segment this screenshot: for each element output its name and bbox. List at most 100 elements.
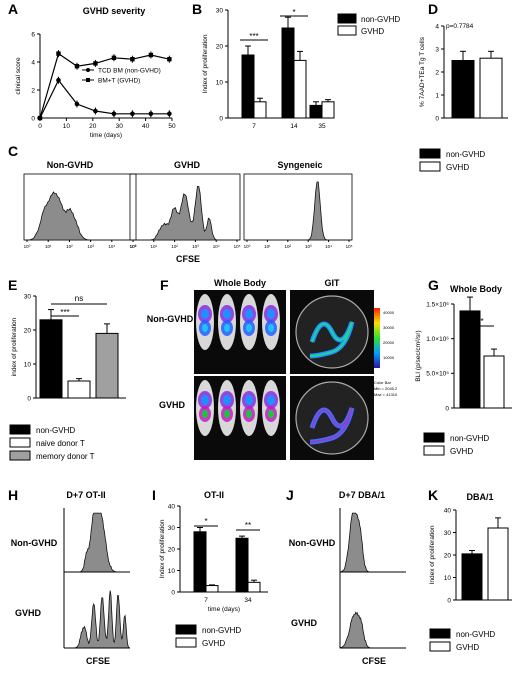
sig-annotation-G: * — [480, 317, 483, 326]
signal-blob-F — [245, 395, 253, 405]
x-tick-label-B: 14 — [290, 123, 298, 130]
y-tick-label-D: 0 — [435, 115, 439, 122]
x-axis-label-I: time (days) — [208, 606, 240, 613]
legend-label-B: non-GVHD — [361, 15, 400, 24]
colorbar-tick-label-F: 10000 — [383, 355, 395, 360]
histogram-curve-J0 — [339, 512, 406, 573]
signal-blob-F — [223, 309, 231, 319]
bar-B-non-gvhd — [241, 54, 255, 119]
column-title-F: GIT — [325, 278, 341, 288]
row-label-J: Non-GVHD — [289, 538, 336, 548]
legend-label-I: non-GVHD — [202, 626, 241, 635]
colorbar-caption-F: Max = 41310 — [374, 392, 398, 397]
panel-letter-F: F — [160, 277, 169, 293]
x-tick-label-A: 50 — [168, 123, 176, 130]
legend-label-D: non-GVHD — [446, 150, 485, 159]
x-tick-label-C: 10² — [285, 244, 292, 249]
y-tick-label-E: 30 — [24, 293, 32, 300]
y-tick-label-D: 2 — [435, 69, 439, 76]
y-tick-label-D: 1 — [435, 92, 439, 99]
bar-B-gvhd — [321, 101, 335, 119]
p-value-D: p=0.7784 — [446, 23, 474, 30]
row-label-J: GVHD — [291, 618, 318, 628]
chart-title-I: OT-II — [204, 490, 224, 500]
row-label-H: GVHD — [15, 608, 42, 618]
data-point-A-1 — [111, 55, 117, 60]
panel-letter-E: E — [8, 277, 17, 293]
histogram-title-C: Non-GVHD — [47, 160, 94, 170]
sig-annotation-B: * — [292, 8, 295, 17]
x-tick-label-I: 7 — [204, 597, 208, 604]
signal-blob-F — [223, 395, 231, 405]
x-tick-label-C: 10³ — [192, 244, 199, 249]
legend-label-K: GVHD — [456, 643, 479, 652]
histogram-curve-C1 — [130, 185, 240, 241]
legend-swatch-K — [429, 641, 451, 652]
panel-letter-H: H — [8, 487, 18, 503]
histogram-curve-C2 — [244, 181, 352, 241]
histogram-curve-C0 — [24, 191, 136, 241]
bar-E — [67, 380, 91, 399]
legend-swatch-B — [337, 13, 357, 24]
x-tick-label-A: 40 — [142, 123, 150, 130]
row-label-H: Non-GVHD — [11, 538, 58, 548]
legend-swatch-G — [423, 445, 445, 456]
column-title-F: Whole Body — [214, 278, 266, 288]
x-tick-label-C: 10² — [171, 244, 178, 249]
row-label-F: Non-GVHD — [147, 314, 194, 324]
signal-blob-F — [202, 410, 208, 418]
panel-letter-K: K — [428, 487, 438, 503]
legend-label-B: GVHD — [361, 27, 384, 36]
legend-label-G: GVHD — [450, 447, 473, 456]
series-line-A-1 — [39, 52, 170, 119]
y-axis-label-K: Index of proliferation — [429, 525, 436, 584]
y-tick-label-I: 30 — [168, 525, 176, 532]
y-tick-label-G: 1.0×10⁶ — [426, 336, 449, 343]
legend-swatch-E — [9, 437, 31, 448]
sig-annotation-E: ns — [75, 294, 83, 303]
y-tick-label-I: 20 — [168, 546, 176, 553]
x-tick-label-C: 10¹ — [45, 244, 52, 249]
x-tick-label-C: 10¹ — [264, 244, 271, 249]
legend-label-E: memory donor T — [36, 452, 95, 461]
x-tick-label-A: 10 — [63, 123, 71, 130]
signal-blob-F — [268, 410, 274, 418]
legend-label-I: GVHD — [202, 639, 225, 648]
x-tick-label-C: 10⁰ — [24, 244, 31, 249]
x-tick-label-I: 34 — [244, 597, 252, 604]
y-tick-label-A: 2 — [31, 87, 35, 94]
colorbar-tick-label-F: 30000 — [383, 325, 395, 330]
bar-D-gvhd — [479, 57, 503, 119]
y-tick-label-A: 4 — [31, 59, 35, 66]
x-tick-label-C: 10⁴ — [108, 244, 115, 249]
panel-letter-J: J — [286, 487, 294, 503]
y-tick-label-B: 0 — [219, 115, 223, 122]
signal-blob-F — [267, 309, 275, 319]
legend-swatch-E — [9, 450, 31, 461]
x-tick-label-C: 10⁵ — [346, 244, 353, 249]
chart-title-H: D+7 OT-II — [66, 490, 105, 500]
data-point-A-0 — [93, 108, 98, 114]
data-point-A-1 — [167, 57, 172, 62]
histogram-curve-H0 — [64, 512, 130, 573]
y-tick-label-B: 10 — [216, 79, 224, 86]
y-axis-label-B: Index of proliferation — [202, 34, 209, 93]
bar-G-gvhd — [483, 355, 505, 409]
y-tick-label-G: 5.0×10⁵ — [426, 371, 449, 378]
x-tick-label-C: 10² — [66, 244, 73, 249]
series-line-A-0 — [39, 79, 170, 119]
bar-I-gvhd — [247, 581, 261, 593]
y-tick-label-K: 30 — [444, 530, 452, 537]
x-tick-label-C: 10³ — [305, 244, 312, 249]
y-tick-label-I: 0 — [171, 589, 175, 596]
signal-blob-F — [246, 324, 252, 332]
chart-title-J: D+7 DBA/1 — [339, 490, 385, 500]
bar-I-non-gvhd — [235, 537, 249, 593]
panel-letter-D: D — [428, 1, 438, 17]
signal-blob-F — [201, 309, 209, 319]
y-tick-label-A: 6 — [31, 31, 35, 38]
histogram-frame-C2 — [243, 173, 353, 241]
y-axis-label-D: % 7AAD+TEa Tg T cells — [419, 36, 426, 107]
bar-B-non-gvhd — [281, 27, 295, 119]
legend-marker-A — [86, 68, 90, 72]
